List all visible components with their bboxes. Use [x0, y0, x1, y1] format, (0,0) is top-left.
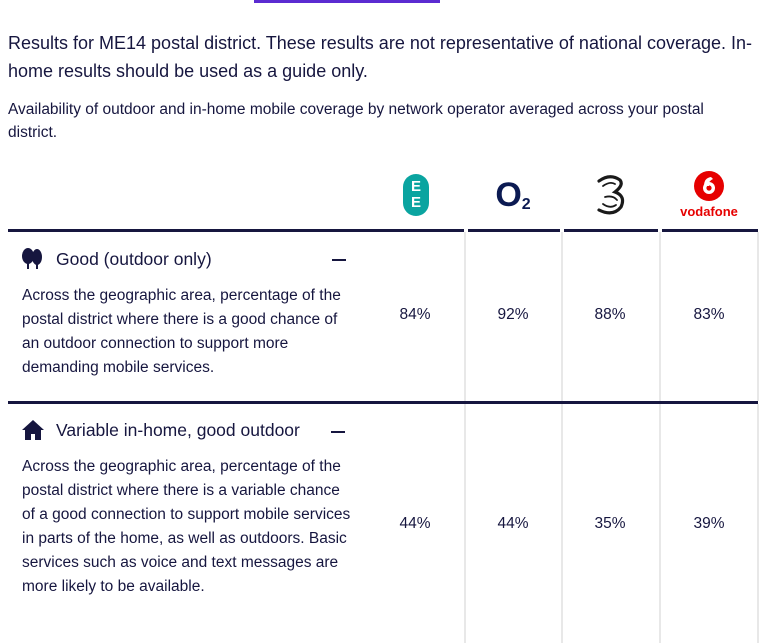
row-divider	[8, 401, 758, 404]
row-title: Good (outdoor only)	[56, 248, 212, 269]
header-divider	[8, 229, 464, 232]
row-description: Across the geographic area, percentage o…	[22, 458, 351, 595]
collapse-icon[interactable]	[332, 259, 346, 261]
column-divider	[659, 232, 661, 401]
active-tab-indicator	[254, 0, 440, 3]
vodafone-logo-text: vodafone	[680, 204, 738, 219]
header-divider	[468, 229, 560, 232]
vodafone-value: 39%	[693, 515, 725, 532]
ee-value: 44%	[399, 515, 431, 532]
ee-logo-letter: E	[410, 194, 421, 211]
vodafone-speechmark-icon	[694, 171, 724, 201]
column-divider	[757, 404, 759, 643]
ee-logo-letter: E	[410, 178, 421, 195]
vodafone-logo: vodafone	[676, 170, 742, 220]
o2-logo-sub: 2	[521, 196, 531, 213]
column-divider	[659, 404, 661, 643]
ee-value: 84%	[399, 306, 431, 323]
vodafone-value: 83%	[693, 306, 725, 323]
three-value: 88%	[594, 306, 626, 323]
o2-logo-main: O	[495, 175, 522, 214]
coverage-explanation: Availability of outdoor and in-home mobi…	[8, 101, 704, 141]
row-description: Across the geographic area, percentage o…	[22, 287, 341, 376]
row-header-variable-inhome[interactable]: Variable in-home, good outdoor	[20, 417, 300, 443]
trees-icon	[20, 247, 46, 271]
house-icon	[20, 418, 46, 442]
three-value: 35%	[594, 515, 626, 532]
o2-value: 92%	[497, 306, 529, 323]
ee-logo: E E	[401, 170, 431, 220]
row-header-good-outdoor[interactable]: Good (outdoor only)	[20, 246, 212, 272]
column-divider	[464, 232, 466, 401]
o2-value: 44%	[497, 515, 529, 532]
row-title: Variable in-home, good outdoor	[56, 419, 300, 440]
header-divider	[662, 229, 758, 232]
header-divider	[564, 229, 658, 232]
column-divider	[464, 404, 466, 643]
column-divider	[561, 232, 563, 401]
column-divider	[561, 404, 563, 643]
three-logo	[590, 170, 630, 220]
collapse-icon[interactable]	[331, 431, 345, 433]
results-intro: Results for ME14 postal district. These …	[8, 33, 753, 81]
column-divider	[757, 232, 759, 401]
